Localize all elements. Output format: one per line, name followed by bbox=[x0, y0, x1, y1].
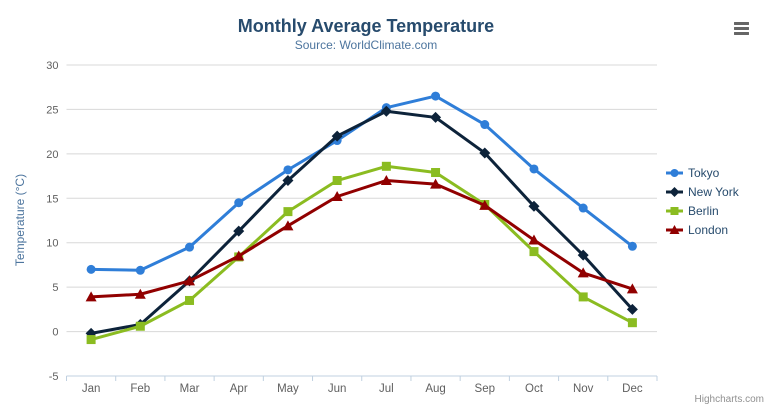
y-axis-tick-label: -5 bbox=[49, 371, 59, 383]
y-axis-tick-label: 5 bbox=[52, 282, 58, 294]
data-point-new-york-oct[interactable] bbox=[528, 200, 540, 212]
circle-series-marker-icon bbox=[666, 168, 683, 177]
x-axis-tick-label: Jul bbox=[379, 383, 394, 395]
series-line-berlin[interactable] bbox=[89, 164, 634, 342]
data-point-tokyo-nov[interactable] bbox=[578, 203, 588, 213]
diamond-series-marker-icon bbox=[666, 186, 683, 197]
highcharts-credit-link[interactable]: Highcharts.com bbox=[694, 394, 764, 405]
triangle-series-marker-icon bbox=[666, 224, 683, 234]
data-point-berlin-nov[interactable] bbox=[578, 292, 588, 302]
y-axis-tick-label: 15 bbox=[46, 193, 58, 205]
legend-item-berlin[interactable]: Berlin bbox=[666, 201, 739, 220]
data-point-tokyo-dec[interactable] bbox=[627, 241, 637, 251]
hamburger-menu-icon bbox=[732, 22, 750, 35]
data-point-new-york-sep[interactable] bbox=[479, 147, 491, 159]
export-menu-button[interactable] bbox=[730, 18, 752, 38]
data-point-london-jul[interactable] bbox=[380, 175, 392, 186]
y-axis-tick-label: 25 bbox=[46, 104, 58, 116]
data-point-london-aug[interactable] bbox=[430, 178, 442, 189]
legend-item-tokyo[interactable]: Tokyo bbox=[666, 163, 739, 182]
x-axis-tick-label: Feb bbox=[130, 383, 150, 395]
data-point-tokyo-may[interactable] bbox=[283, 165, 293, 175]
x-axis-tick-label: Dec bbox=[622, 383, 643, 395]
y-axis-tick-label: 0 bbox=[52, 327, 58, 339]
square-series-marker-icon bbox=[666, 206, 683, 215]
data-point-new-york-jul[interactable] bbox=[380, 105, 392, 117]
data-point-berlin-jun[interactable] bbox=[332, 176, 342, 186]
x-axis-tick-label: May bbox=[277, 383, 299, 395]
data-point-berlin-may[interactable] bbox=[283, 207, 293, 217]
x-axis-tick-label: Jun bbox=[328, 383, 347, 395]
chart-title: Monthly Average Temperature bbox=[237, 16, 495, 36]
data-point-london-mar[interactable] bbox=[184, 275, 196, 286]
data-point-berlin-aug[interactable] bbox=[431, 168, 441, 178]
x-axis-tick-label: Sep bbox=[475, 383, 495, 395]
legend-label: Berlin bbox=[688, 203, 719, 218]
data-point-berlin-jan[interactable] bbox=[86, 335, 96, 345]
x-axis-tick-label: Aug bbox=[425, 383, 445, 395]
legend-item-new-york[interactable]: New York bbox=[666, 182, 739, 201]
data-point-london-sep[interactable] bbox=[479, 199, 491, 210]
data-point-london-nov[interactable] bbox=[577, 267, 589, 278]
data-point-berlin-dec[interactable] bbox=[627, 318, 637, 328]
data-point-new-york-dec[interactable] bbox=[626, 303, 638, 315]
data-point-berlin-oct[interactable] bbox=[529, 247, 539, 257]
chart-subtitle: Source: WorldClimate.com bbox=[294, 38, 438, 52]
legend-label: London bbox=[688, 222, 729, 237]
data-point-london-oct[interactable] bbox=[528, 234, 540, 245]
x-axis-tick-label: Mar bbox=[180, 383, 200, 395]
legend-label: Tokyo bbox=[688, 165, 720, 180]
data-point-berlin-jul[interactable] bbox=[381, 161, 391, 171]
data-point-tokyo-sep[interactable] bbox=[480, 120, 490, 130]
y-axis-tick-label: 10 bbox=[46, 238, 58, 250]
data-point-berlin-mar[interactable] bbox=[185, 295, 195, 305]
y-axis-tick-label: 30 bbox=[46, 60, 58, 72]
data-point-london-jun[interactable] bbox=[331, 191, 343, 202]
data-point-tokyo-aug[interactable] bbox=[431, 91, 441, 101]
legend-item-london[interactable]: London bbox=[666, 220, 739, 239]
x-axis-tick-label: Oct bbox=[525, 383, 544, 395]
data-point-new-york-nov[interactable] bbox=[577, 249, 589, 261]
data-point-london-dec[interactable] bbox=[626, 283, 638, 294]
data-point-london-jan[interactable] bbox=[85, 291, 97, 302]
data-point-tokyo-oct[interactable] bbox=[529, 164, 539, 174]
x-axis-tick-label: Jan bbox=[82, 383, 101, 395]
data-point-tokyo-jan[interactable] bbox=[86, 264, 96, 274]
data-point-new-york-jun[interactable] bbox=[331, 130, 343, 142]
legend-label: New York bbox=[688, 184, 739, 199]
data-point-berlin-feb[interactable] bbox=[135, 321, 145, 331]
data-point-london-may[interactable] bbox=[282, 220, 294, 231]
data-point-new-york-may[interactable] bbox=[282, 175, 294, 187]
x-axis-tick-label: Nov bbox=[573, 383, 594, 395]
data-point-tokyo-apr[interactable] bbox=[234, 198, 244, 208]
y-axis-tick-label: 20 bbox=[46, 149, 58, 161]
legend: Tokyo New York Berlin London bbox=[666, 163, 739, 239]
data-point-tokyo-feb[interactable] bbox=[135, 265, 145, 275]
series-line-new-york[interactable] bbox=[89, 109, 634, 335]
data-point-london-apr[interactable] bbox=[233, 250, 245, 261]
data-point-tokyo-mar[interactable] bbox=[185, 242, 195, 252]
data-point-new-york-aug[interactable] bbox=[430, 111, 442, 123]
x-axis-tick-label: Apr bbox=[230, 383, 248, 395]
series-line-london[interactable] bbox=[89, 179, 634, 299]
data-point-london-feb[interactable] bbox=[134, 288, 146, 299]
data-point-new-york-apr[interactable] bbox=[233, 225, 245, 237]
